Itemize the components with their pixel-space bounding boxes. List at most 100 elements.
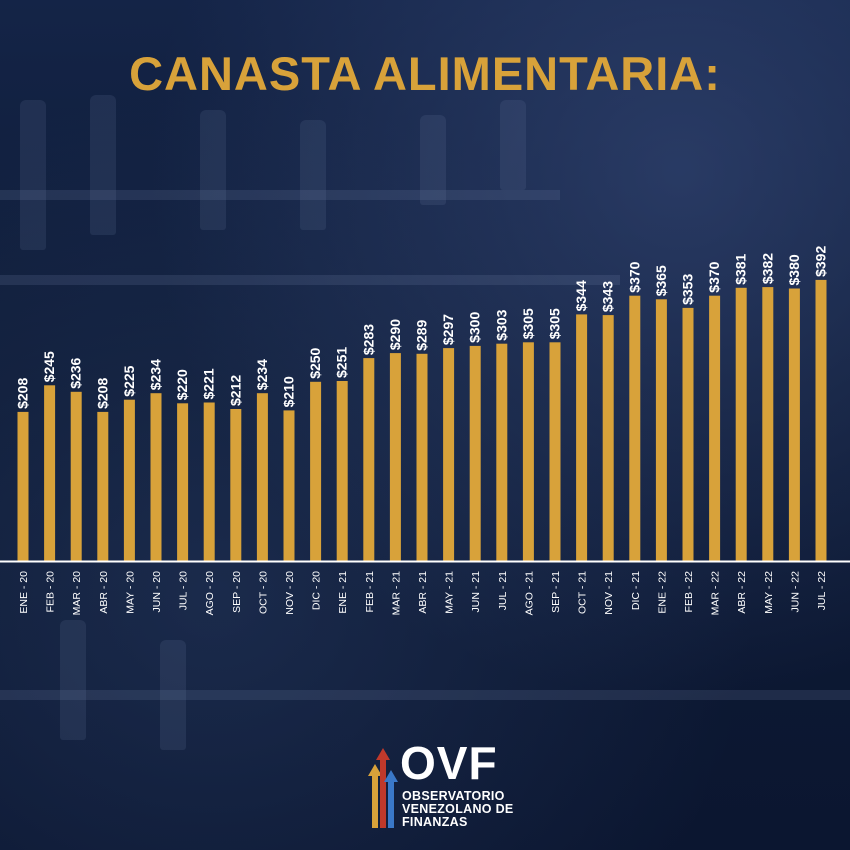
bar-jul-22 <box>815 279 827 561</box>
value-label: $210 <box>281 376 297 407</box>
value-label: $236 <box>68 357 84 388</box>
value-label: $353 <box>680 274 696 305</box>
bars-group <box>17 279 827 562</box>
bar-ene-22 <box>655 299 667 561</box>
bar-may-22 <box>762 287 774 561</box>
bar-dic-21 <box>629 295 641 561</box>
bottle-shape <box>90 95 116 235</box>
x-tick-label: ABR - 20 <box>98 571 110 614</box>
x-tick-label: MAY - 21 <box>444 571 456 614</box>
value-label: $305 <box>547 308 563 339</box>
x-tick-label: ENE - 22 <box>656 571 668 614</box>
value-label: $220 <box>174 369 190 400</box>
bar-abr-20 <box>97 411 109 561</box>
bar-jun-20 <box>150 393 162 561</box>
bottle-shape <box>300 120 326 230</box>
bar-mar-21 <box>389 353 401 561</box>
bar-nov-21 <box>602 315 614 561</box>
value-label: $303 <box>493 309 509 340</box>
x-tick-label: NOV - 20 <box>284 571 296 615</box>
value-label: $297 <box>440 314 456 345</box>
value-label: $344 <box>573 280 589 311</box>
x-tick-label: ABR - 22 <box>736 571 748 614</box>
bottle-shape <box>200 110 226 230</box>
logo-ovf-text: OVF <box>400 737 498 789</box>
x-tick-label: SEP - 20 <box>231 571 243 613</box>
bar-jul-21 <box>496 343 508 561</box>
bar-mar-20 <box>70 391 82 561</box>
bottle-shape <box>20 100 46 250</box>
x-tick-label: OCT - 21 <box>577 571 589 614</box>
x-tick-label: ENE - 21 <box>337 571 349 614</box>
x-tick-label: JUL - 21 <box>497 571 509 610</box>
chart-title: CANASTA ALIMENTARIA: <box>129 47 721 100</box>
x-tick-label: AGO - 20 <box>204 571 216 616</box>
x-tick-label: MAR - 21 <box>390 571 402 616</box>
bar-ago-20 <box>203 402 215 561</box>
value-label: $343 <box>600 281 616 312</box>
x-tick-label: JUN - 21 <box>470 571 482 613</box>
shelf-line <box>0 190 560 200</box>
value-label: $234 <box>254 359 270 390</box>
x-tick-label: JUN - 20 <box>151 571 163 613</box>
value-label: $300 <box>467 312 483 343</box>
x-tick-label: OCT - 20 <box>257 571 269 614</box>
bar-oct-21 <box>576 314 588 561</box>
bar-mar-22 <box>709 295 721 561</box>
x-tick-label: JUL - 22 <box>816 571 828 610</box>
value-label: $208 <box>15 378 31 409</box>
x-tick-label: FEB - 22 <box>683 571 695 613</box>
value-label: $370 <box>626 261 642 292</box>
shelf-line <box>0 275 620 285</box>
value-label: $250 <box>307 347 323 378</box>
x-tick-label: ENE - 20 <box>18 571 30 614</box>
shelf-line <box>0 690 850 700</box>
bottle-shape <box>500 100 526 190</box>
bar-may-20 <box>123 399 135 561</box>
value-label: $365 <box>653 265 669 296</box>
logo-line-3: FINANZAS <box>402 815 468 829</box>
value-label: $381 <box>733 253 749 284</box>
bottle-shape <box>420 115 446 205</box>
value-label: $305 <box>520 308 536 339</box>
x-tick-label: AGO - 21 <box>523 571 535 616</box>
value-label: $212 <box>227 375 243 406</box>
bar-sep-21 <box>549 342 561 561</box>
bar-jul-20 <box>177 403 189 561</box>
x-tick-label: FEB - 20 <box>45 571 57 613</box>
bar-dic-20 <box>310 381 322 562</box>
bar-feb-21 <box>363 358 375 561</box>
value-label: $380 <box>786 254 802 285</box>
value-label: $225 <box>121 365 137 396</box>
value-label: $382 <box>759 253 775 284</box>
x-tick-label: JUN - 22 <box>789 571 801 613</box>
value-label: $289 <box>414 319 430 350</box>
bar-jun-22 <box>788 288 800 561</box>
bar-jun-21 <box>469 345 481 561</box>
x-tick-label: NOV - 21 <box>603 571 615 615</box>
bar-may-21 <box>443 348 455 561</box>
bar-ene-20 <box>17 411 29 561</box>
bar-abr-22 <box>735 287 747 561</box>
value-label: $392 <box>813 246 829 277</box>
x-tick-label: MAY - 22 <box>763 571 775 614</box>
logo-arrows-icon <box>368 748 398 828</box>
bar-nov-20 <box>283 410 295 561</box>
bar-feb-20 <box>44 385 56 561</box>
value-label: $221 <box>201 368 217 399</box>
logo-line-1: OBSERVATORIO <box>402 789 505 803</box>
x-tick-label: DIC - 21 <box>630 571 642 610</box>
x-tick-label: FEB - 21 <box>364 571 376 613</box>
x-tick-label: MAR - 20 <box>71 571 83 616</box>
bar-abr-21 <box>416 353 428 561</box>
value-label: $370 <box>706 261 722 292</box>
bottle-shape <box>160 640 186 750</box>
bar-ago-21 <box>522 342 534 561</box>
x-tick-label: SEP - 21 <box>550 571 562 613</box>
value-label: $283 <box>360 324 376 355</box>
x-tick-label: MAR - 22 <box>710 571 722 616</box>
value-label: $208 <box>94 378 110 409</box>
value-labels-group: $208 $245 $236 $208 $225 $234 $220 $221 $212 $234… <box>15 246 829 409</box>
